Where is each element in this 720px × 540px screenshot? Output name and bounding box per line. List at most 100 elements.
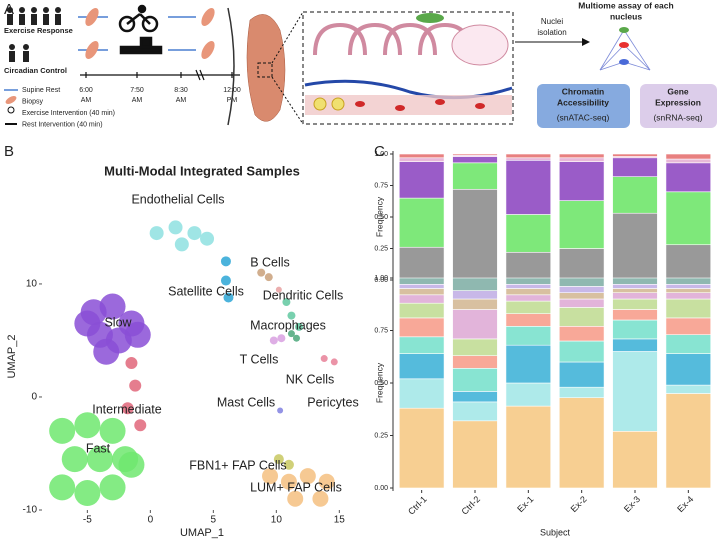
- group-label: Exercise Response: [4, 26, 73, 35]
- cluster-label: Endothelial Cells: [131, 192, 224, 206]
- bar-segment: [665, 244, 712, 281]
- bar-segment: [558, 161, 605, 201]
- legend-label: Supine Rest: [22, 87, 60, 94]
- time-period: AM: [176, 97, 187, 104]
- bar-segment: [505, 157, 552, 161]
- bar-segment: [665, 317, 712, 335]
- cluster-point: [299, 468, 316, 485]
- assay-name: Accessibility: [557, 97, 609, 107]
- multiome-title: Multiome assay of each: [578, 0, 673, 10]
- bar-segment: [452, 298, 498, 310]
- cluster-point: [287, 490, 304, 507]
- x-axis-label: Subject: [540, 527, 571, 537]
- x-tick-label: 0: [148, 515, 154, 526]
- cluster-point: [74, 480, 101, 507]
- cluster-point: [200, 231, 215, 246]
- cluster-point: [318, 473, 335, 490]
- y-tick-label: 10: [26, 279, 38, 290]
- cluster-point: [220, 275, 231, 286]
- bar-segment: [398, 283, 445, 289]
- bar-segment: [452, 391, 498, 403]
- isolation-label: isolation: [537, 28, 566, 37]
- cluster-label: FBN1+ FAP Cells: [189, 458, 286, 472]
- bar-segment: [558, 307, 605, 327]
- cluster-point: [292, 334, 300, 342]
- y-tick-label: 0.25: [374, 245, 388, 252]
- panel-a-art: [4, 4, 717, 128]
- multiome-title: nucleus: [610, 11, 642, 21]
- bar-segment: [505, 160, 552, 215]
- assay-method: (snRNA-seq): [653, 112, 702, 122]
- bar-segment: [505, 382, 552, 407]
- bar-segment: [398, 153, 445, 159]
- bar-segment: [398, 246, 445, 281]
- bar-segment: [558, 340, 605, 363]
- bar-segment: [612, 176, 658, 214]
- x-tick-label: Ex-2: [569, 494, 589, 514]
- cluster-point: [264, 273, 273, 282]
- y-tick-label: 1.00: [374, 151, 388, 158]
- cluster-point: [121, 402, 134, 415]
- bar-segment: [612, 277, 658, 285]
- x-tick-label: 15: [334, 515, 346, 526]
- bar-segment: [505, 294, 552, 302]
- bar-segment: [505, 300, 552, 315]
- y-axis-label: Frequency: [374, 362, 384, 403]
- cluster-label: Slow: [104, 315, 132, 329]
- y-tick-label: 0: [31, 392, 37, 403]
- bar-segment: [665, 283, 712, 289]
- cluster-point: [282, 298, 291, 307]
- cluster-point: [118, 451, 145, 478]
- y-axis-label: Frequency: [374, 196, 384, 237]
- x-tick-label: Ex-3: [622, 494, 642, 514]
- bar-segment: [558, 298, 605, 308]
- bar-segment: [505, 325, 552, 346]
- cluster-point: [99, 474, 126, 501]
- bar-segment: [398, 378, 445, 409]
- cluster-point: [99, 293, 126, 320]
- bar-segment: [452, 367, 498, 392]
- y-tick-label: 1.00: [374, 275, 388, 282]
- bar-segment: [612, 351, 658, 432]
- assay-name: Gene: [667, 86, 689, 96]
- x-axis-label: UMAP_1: [180, 527, 224, 539]
- cluster-point: [129, 379, 142, 392]
- cluster-label: Dendritic Cells: [263, 288, 344, 302]
- cluster-point: [223, 292, 234, 303]
- cluster-point: [125, 357, 138, 370]
- bar-segment: [398, 288, 445, 296]
- cluster-point: [262, 468, 279, 485]
- cluster-point: [134, 419, 147, 432]
- y-tick-label: 0.00: [374, 277, 388, 284]
- bar-segment: [558, 286, 605, 293]
- cluster-point: [74, 412, 101, 439]
- cluster-label: Fast: [86, 441, 111, 455]
- cluster-point: [168, 220, 183, 235]
- bar-segment: [665, 277, 712, 285]
- bar-segment: [665, 191, 712, 246]
- bar-segment: [452, 338, 498, 356]
- cluster-point: [220, 256, 231, 267]
- cluster-point: [61, 446, 88, 473]
- bar-segment: [452, 156, 498, 164]
- bar-segment: [665, 288, 712, 293]
- bar-segment: [452, 153, 498, 156]
- bar-segment: [452, 162, 498, 190]
- bar-segment: [665, 153, 712, 160]
- bar-segment: [558, 157, 605, 162]
- cluster-point: [275, 286, 282, 293]
- bar-segment: [398, 317, 445, 338]
- x-tick-label: Ctrl-2: [459, 494, 482, 517]
- bar-segment: [452, 420, 498, 489]
- cluster-point: [49, 474, 76, 501]
- time-period: PM: [227, 97, 238, 104]
- bar-segment: [558, 292, 605, 300]
- bar-segment: [665, 334, 712, 354]
- cluster-point: [49, 417, 76, 444]
- cluster-point: [277, 334, 286, 343]
- bar-segment: [505, 277, 552, 285]
- cluster-label: Satellite Cells: [168, 284, 244, 298]
- legend-label: Rest Intervention (40 min): [22, 121, 103, 128]
- cluster-point: [74, 310, 101, 337]
- cluster-label: Pericytes: [307, 395, 358, 409]
